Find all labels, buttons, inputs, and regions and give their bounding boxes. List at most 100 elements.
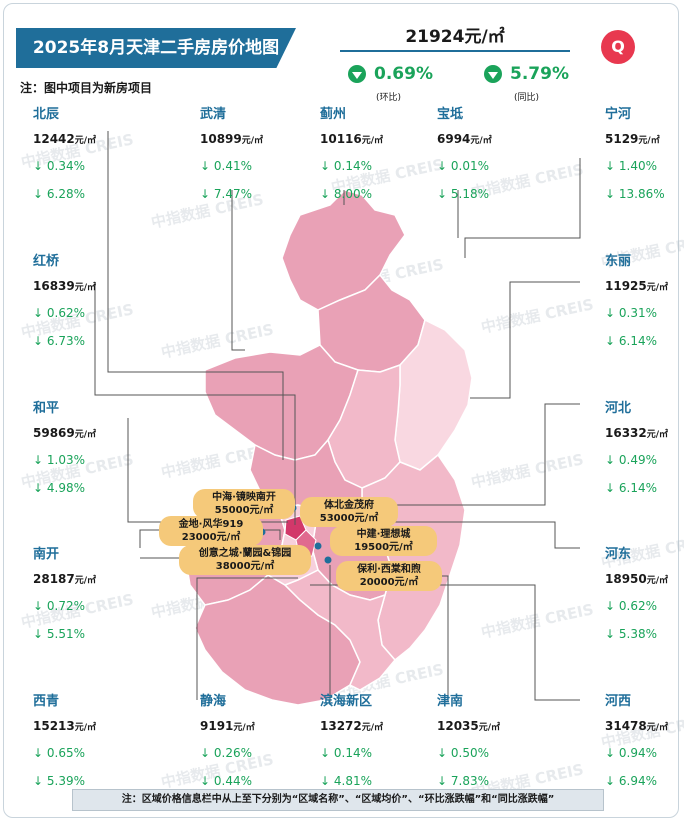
project-label: 保利·西棠和煦 20000元/㎡ <box>336 561 442 591</box>
district-nankai: 南开 28187元/㎡ ↓ 0.72% ↓ 5.51% <box>33 543 133 641</box>
district-name: 北辰 <box>33 107 60 122</box>
district-hongqiao: 红桥 16839元/㎡ ↓ 0.62% ↓ 6.73% <box>33 250 133 348</box>
district-mom: ↓ 1.40% <box>605 159 657 173</box>
district-name: 河西 <box>605 694 632 709</box>
district-name: 宝坻 <box>437 107 464 122</box>
project-name: 中建·理想城 <box>356 529 411 540</box>
district-xiqing: 西青 15213元/㎡ ↓ 0.65% ↓ 5.39% <box>33 690 133 788</box>
district-mom: ↓ 0.01% <box>437 159 489 173</box>
district-mom: ↓ 0.94% <box>605 746 657 760</box>
district-ninghe: 宁河 5129元/㎡ ↓ 1.40% ↓ 13.86% <box>605 103 681 201</box>
district-name: 静海 <box>200 694 227 709</box>
district-name: 蓟州 <box>320 107 347 122</box>
district-mom: ↓ 0.50% <box>437 746 489 760</box>
district-jizhou: 蓟州 10116元/㎡ ↓ 0.14% ↓ 8.00% <box>320 103 420 201</box>
map-note: 注：图中项目为新房项目 <box>20 81 153 95</box>
district-yoy: ↓ 6.94% <box>605 774 657 788</box>
project-name: 中海·镜映南开 <box>212 492 276 503</box>
district-price: 10899元/㎡ <box>200 132 264 146</box>
project-name: 体北金茂府 <box>324 500 374 511</box>
district-mom: ↓ 0.65% <box>33 746 85 760</box>
district-mom: ↓ 0.34% <box>33 159 85 173</box>
district-yoy: ↓ 4.81% <box>320 774 372 788</box>
district-price: 11925元/㎡ <box>605 279 669 293</box>
district-yoy: ↓ 6.73% <box>33 334 85 348</box>
project-dot <box>324 556 332 564</box>
district-hedong: 河东 18950元/㎡ ↓ 0.62% ↓ 5.38% <box>605 543 681 641</box>
district-name: 滨海新区 <box>320 694 373 709</box>
district-yoy: ↓ 8.00% <box>320 187 372 201</box>
project-price: 19500元/㎡ <box>354 542 413 553</box>
region-binhai-south <box>283 569 396 691</box>
district-yoy: ↓ 4.98% <box>33 481 85 495</box>
yoy-change-label: (同比) <box>514 93 540 103</box>
district-name: 西青 <box>33 694 60 709</box>
yoy-change: 5.79% <box>484 64 569 84</box>
district-price: 28187元/㎡ <box>33 572 97 586</box>
district-price: 6994元/㎡ <box>437 132 492 146</box>
district-mom: ↓ 0.14% <box>320 159 372 173</box>
district-hexi: 河西 31478元/㎡ ↓ 0.94% ↓ 6.94% <box>605 690 681 788</box>
district-price: 10116元/㎡ <box>320 132 384 146</box>
district-yoy: ↓ 5.18% <box>437 187 489 201</box>
project-label: 中建·理想城 19500元/㎡ <box>330 526 437 556</box>
project-label: 金地·风华919 23000元/㎡ <box>159 516 263 546</box>
district-price: 12035元/㎡ <box>437 719 501 733</box>
district-name: 武清 <box>200 107 227 122</box>
district-yoy: ↓ 7.47% <box>200 187 252 201</box>
district-hebei: 河北 16332元/㎡ ↓ 0.49% ↓ 6.14% <box>605 397 681 495</box>
project-price: 20000元/㎡ <box>359 577 419 588</box>
district-yoy: ↓ 13.86% <box>605 187 665 201</box>
project-label: 创意之城·蘭园&锦园 38000元/㎡ <box>179 545 311 575</box>
district-price: 18950元/㎡ <box>605 572 669 586</box>
district-yoy: ↓ 5.39% <box>33 774 85 788</box>
project-price: 23000元/㎡ <box>181 532 241 543</box>
district-beichen: 北辰 12442元/㎡ ↓ 0.34% ↓ 6.28% <box>33 103 133 201</box>
district-name: 河东 <box>605 547 632 562</box>
project-name: 创意之城·蘭园&锦园 <box>198 548 292 559</box>
project-price: 55000元/㎡ <box>214 505 274 516</box>
district-price: 59869元/㎡ <box>33 426 97 440</box>
project-dot <box>314 542 322 550</box>
mom-change-label: (环比) <box>376 93 402 103</box>
district-mom: ↓ 0.41% <box>200 159 252 173</box>
district-name: 和平 <box>33 401 60 416</box>
creis-logo-icon: Q <box>601 30 635 64</box>
district-name: 河北 <box>605 401 632 416</box>
average-underline <box>340 50 570 52</box>
district-yoy: ↓ 5.51% <box>33 627 85 641</box>
district-price: 15213元/㎡ <box>33 719 97 733</box>
district-name: 红桥 <box>33 254 60 269</box>
average-price: 21924元/㎡ <box>405 27 505 47</box>
district-mom: ↓ 0.72% <box>33 599 85 613</box>
footer-note: 注：区域价格信息栏中从上至下分别为“区域名称”、“区域均价”、“环比涨跌幅”和“… <box>72 789 604 811</box>
district-wuqing: 武清 10899元/㎡ ↓ 0.41% ↓ 7.47% <box>200 103 300 201</box>
project-label: 体北金茂府 53000元/㎡ <box>300 497 398 527</box>
district-mom: ↓ 0.31% <box>605 306 657 320</box>
district-dongli: 东丽 11925元/㎡ ↓ 0.31% ↓ 6.14% <box>605 250 681 348</box>
district-mom: ↓ 1.03% <box>33 453 85 467</box>
district-baodi: 宝坻 6994元/㎡ ↓ 0.01% ↓ 5.18% <box>437 103 537 201</box>
district-yoy: ↓ 5.38% <box>605 627 657 641</box>
district-name: 东丽 <box>605 254 632 269</box>
district-yoy: ↓ 7.83% <box>437 774 489 788</box>
district-jinghai: 静海 9191元/㎡ ↓ 0.26% ↓ 0.44% <box>200 690 300 788</box>
district-price: 12442元/㎡ <box>33 132 97 146</box>
project-name: 金地·风华919 <box>178 519 244 530</box>
district-name: 宁河 <box>605 107 632 122</box>
district-heping: 和平 59869元/㎡ ↓ 1.03% ↓ 4.98% <box>33 397 133 495</box>
district-yoy: ↓ 6.14% <box>605 334 657 348</box>
district-price: 9191元/㎡ <box>200 719 255 733</box>
down-arrow-icon <box>348 65 366 83</box>
district-mom: ↓ 0.26% <box>200 746 252 760</box>
district-price: 16839元/㎡ <box>33 279 97 293</box>
district-price: 31478元/㎡ <box>605 719 669 733</box>
yoy-change-value: 5.79% <box>510 64 569 84</box>
district-yoy: ↓ 0.44% <box>200 774 252 788</box>
page-title: 2025年8月天津二手房房价地图 <box>16 28 296 68</box>
project-label: 中海·镜映南开 55000元/㎡ <box>193 489 295 519</box>
district-price: 5129元/㎡ <box>605 132 660 146</box>
mom-change-value: 0.69% <box>374 64 433 84</box>
district-name: 津南 <box>437 694 464 709</box>
district-mom: ↓ 0.14% <box>320 746 372 760</box>
